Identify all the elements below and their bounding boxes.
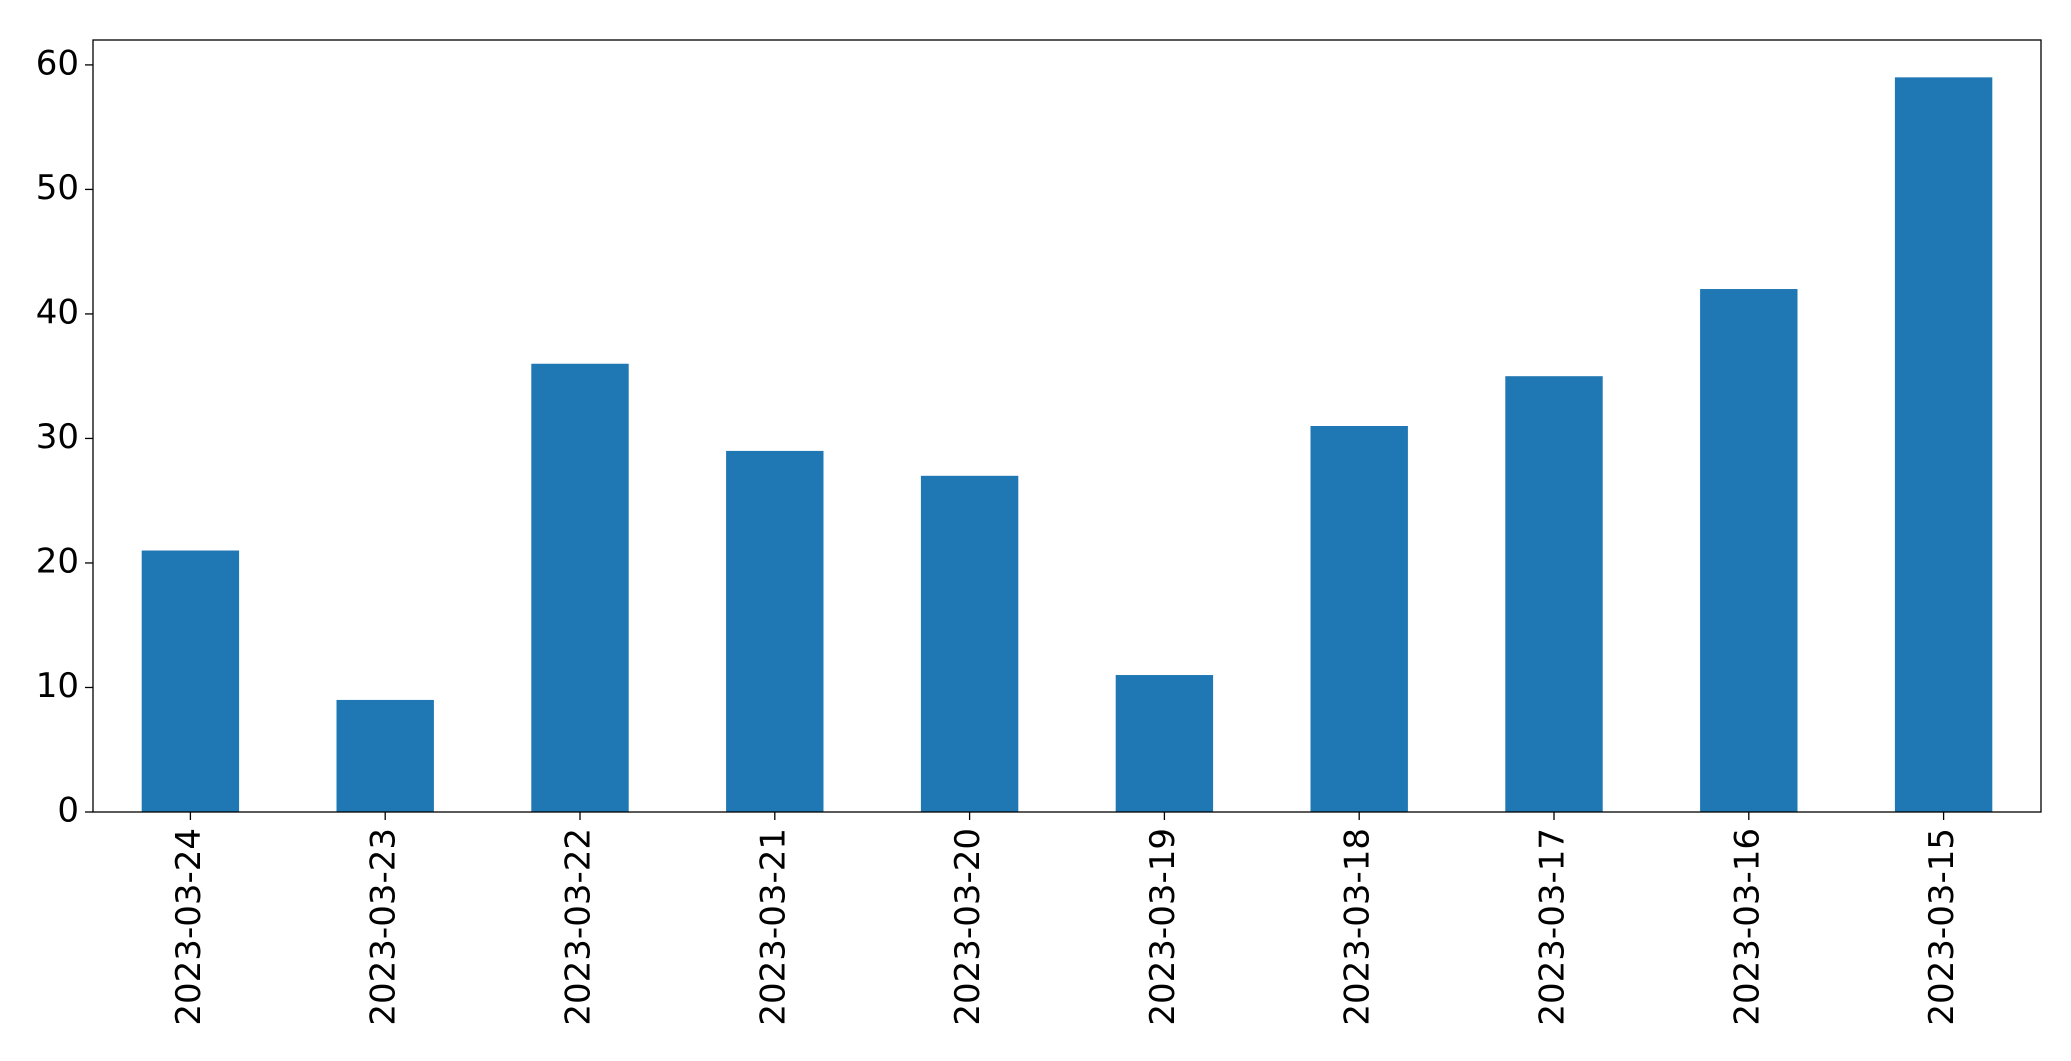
x-tick-label: 2023-03-17: [1533, 828, 1573, 1026]
x-tick-label: 2023-03-24: [169, 828, 209, 1026]
bar: [1115, 675, 1214, 812]
y-tick-label: 10: [36, 666, 79, 706]
y-tick-label: 0: [57, 791, 79, 831]
y-tick-label: 20: [36, 541, 79, 581]
bar: [336, 699, 434, 812]
bar: [1310, 426, 1408, 812]
y-tick-label: 40: [36, 292, 79, 332]
bar: [1505, 376, 1603, 812]
x-tick-label: 2023-03-20: [948, 828, 988, 1026]
bar: [1700, 289, 1798, 813]
plot-frame: [92, 39, 2042, 813]
y-tick-label: 30: [36, 417, 79, 457]
y-tick-label: 60: [36, 43, 79, 83]
bar: [531, 363, 629, 812]
bar: [726, 450, 824, 812]
bar: [141, 550, 240, 812]
bar: [1894, 77, 1993, 812]
x-tick-label: 2023-03-22: [559, 828, 599, 1026]
x-tick-label: 2023-03-15: [1922, 828, 1962, 1026]
bar: [920, 475, 1019, 812]
x-tick-label: 2023-03-21: [753, 828, 793, 1026]
x-tick-label: 2023-03-18: [1338, 828, 1378, 1026]
x-tick-label: 2023-03-19: [1143, 828, 1183, 1026]
x-tick-label: 2023-03-23: [364, 828, 404, 1026]
y-tick-label: 50: [36, 168, 79, 208]
x-tick-label: 2023-03-16: [1727, 828, 1767, 1026]
